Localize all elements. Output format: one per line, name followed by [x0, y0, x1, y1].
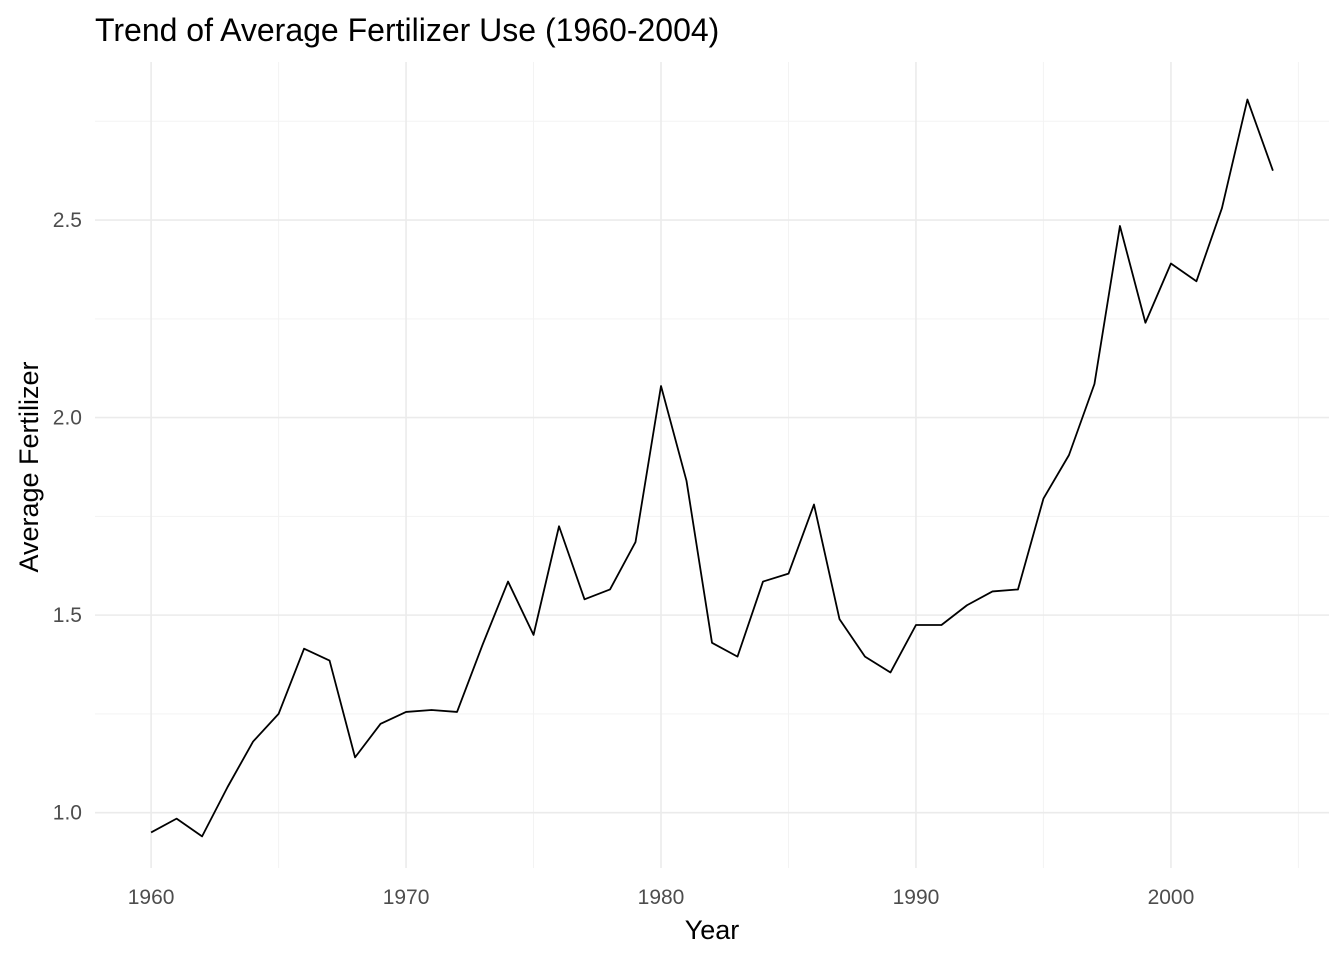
- chart-title: Trend of Average Fertilizer Use (1960-20…: [95, 12, 719, 48]
- x-tick-label: 2000: [1148, 886, 1195, 909]
- y-tick-label: 1.5: [53, 604, 82, 627]
- x-tick-label: 1980: [638, 886, 685, 909]
- y-tick-label: 2.5: [53, 209, 82, 232]
- tick-label-layer: 1960 1970 1980 1990 2000 1.0 1.5 2.0 2.5: [53, 209, 1194, 909]
- x-tick-label: 1970: [383, 886, 430, 909]
- series-line: [150, 98, 1274, 838]
- y-tick-label: 2.0: [53, 407, 82, 430]
- series-layer: [150, 98, 1274, 838]
- grid-layer: [95, 62, 1329, 868]
- x-axis-title: Year: [685, 915, 740, 945]
- x-tick-label: 1990: [893, 886, 940, 909]
- y-axis-title: Average Fertilizer: [14, 361, 44, 572]
- x-tick-label: 1960: [128, 886, 175, 909]
- y-tick-label: 1.0: [53, 802, 82, 825]
